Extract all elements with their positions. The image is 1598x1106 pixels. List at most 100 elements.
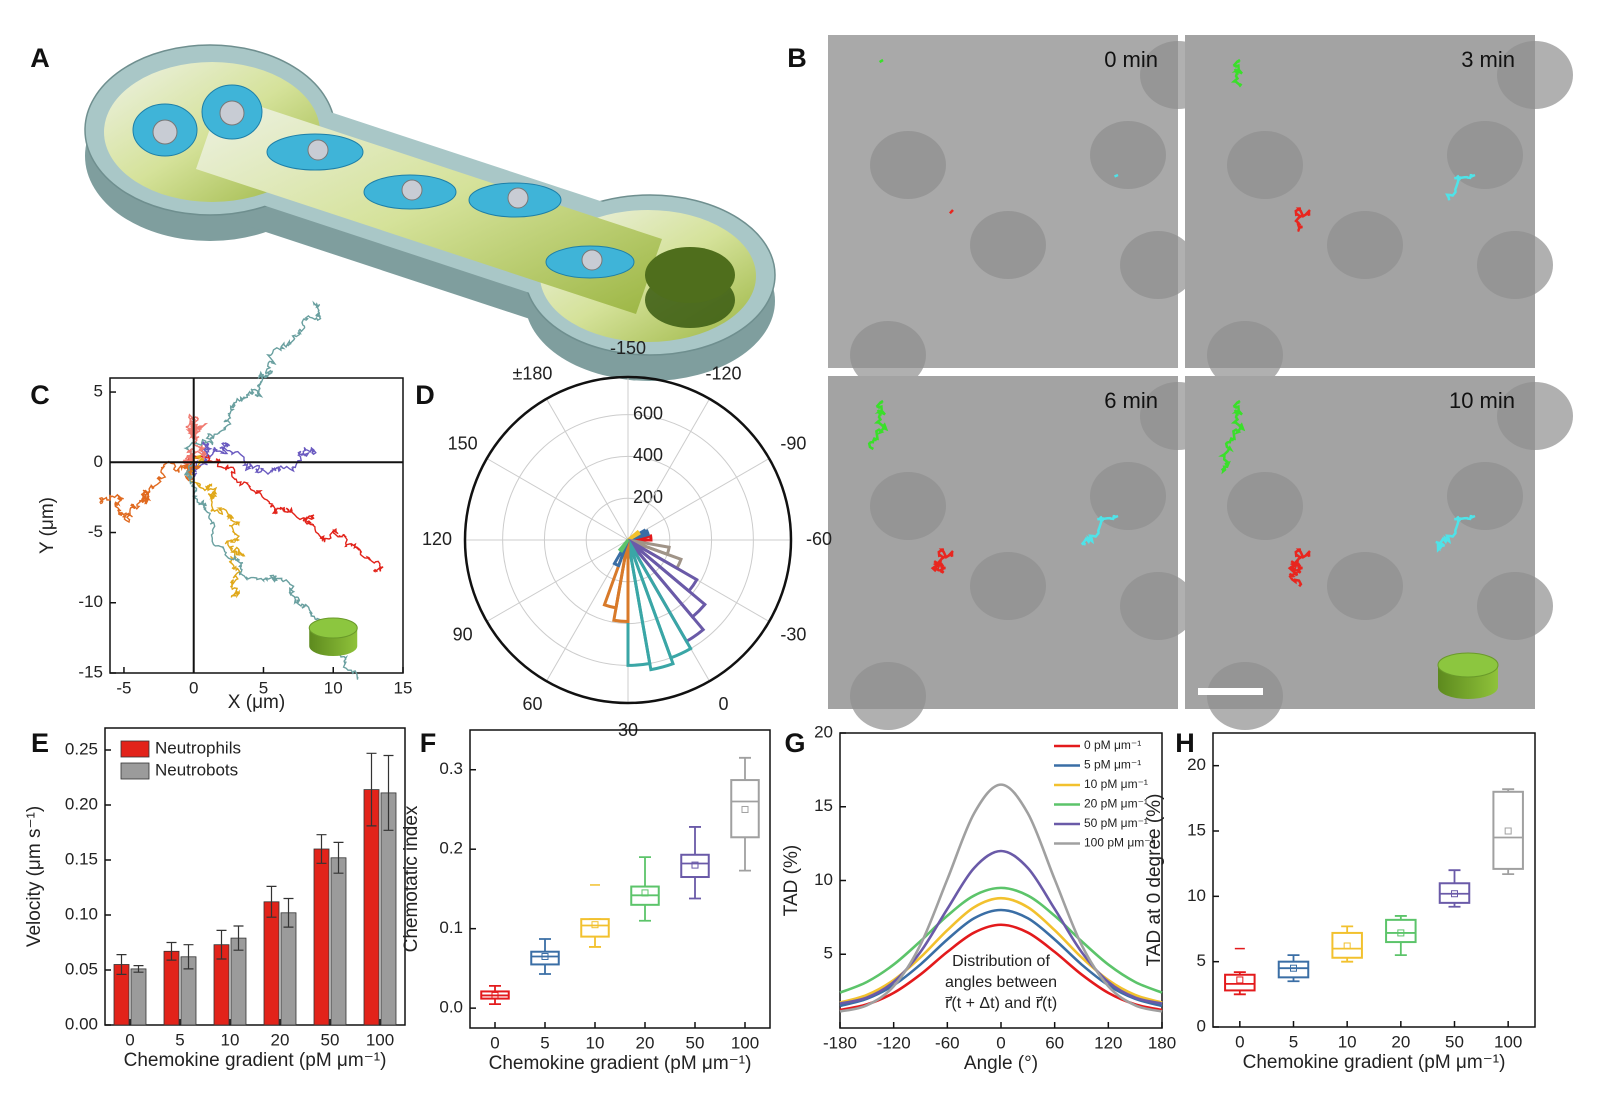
microscopy-panels: 0 min 3 min 6 min 10 min xyxy=(828,35,1573,730)
x-tick-label: 5 xyxy=(540,1033,549,1052)
angle-tick-label: 90 xyxy=(453,624,473,644)
x-axis-label: X (μm) xyxy=(228,692,285,713)
cell-track xyxy=(1218,399,1246,475)
y-tick-label: 0.20 xyxy=(65,794,98,813)
rose-petal xyxy=(612,539,630,568)
rose-petal xyxy=(612,539,630,624)
angle-tick-label: 120 xyxy=(422,529,452,549)
cell-track xyxy=(1114,173,1119,178)
y-tick-label: -10 xyxy=(78,592,103,611)
time-label: 0 min xyxy=(1104,47,1158,72)
box xyxy=(1331,931,1363,959)
cell-track xyxy=(1435,514,1476,553)
cell-track xyxy=(1294,207,1311,233)
panel-letter: F xyxy=(420,728,437,758)
cell-shadow xyxy=(1477,572,1553,640)
mean-marker xyxy=(1236,976,1244,984)
cell-track xyxy=(1287,548,1311,588)
legend-label: 0 pM μm⁻¹ xyxy=(1084,738,1141,752)
track xyxy=(182,413,209,467)
box xyxy=(1492,790,1524,870)
cell-track xyxy=(1445,173,1476,201)
x-tick-label: 0 xyxy=(490,1033,499,1052)
x-tick-label: 0 xyxy=(1235,1032,1244,1051)
x-tick-label: 60 xyxy=(1045,1033,1064,1052)
x-tick-label: 100 xyxy=(366,1030,394,1049)
panel-letter: A xyxy=(30,43,50,73)
x-axis-label: Chemokine gradient (pM μm⁻¹) xyxy=(489,1053,752,1074)
y-axis-label: Chemotatic index xyxy=(401,805,422,952)
error-bar xyxy=(283,897,294,928)
y-axis-label: TAD (%) xyxy=(781,845,802,916)
angular-grid xyxy=(546,398,629,541)
panel-letter: G xyxy=(784,728,805,758)
x-tick-label: -180 xyxy=(823,1033,857,1052)
angular-grid xyxy=(627,458,770,541)
curve xyxy=(839,783,1163,1013)
x-axis-label: Chemokine gradient (pM μm⁻¹) xyxy=(124,1050,387,1071)
y-axis-label: Y (μm) xyxy=(37,497,58,554)
panel-letter: E xyxy=(31,728,49,758)
cell-shadow xyxy=(1207,662,1283,730)
radial-tick-label: 400 xyxy=(633,445,663,465)
bar xyxy=(230,937,247,1026)
time-label: 10 min xyxy=(1449,388,1515,413)
radial-tick-label: 200 xyxy=(633,487,663,507)
track xyxy=(187,454,246,599)
box xyxy=(730,779,760,839)
panel-letter: B xyxy=(787,43,807,73)
cell-shadow xyxy=(1090,462,1166,530)
cell-track xyxy=(930,548,954,574)
micrograph xyxy=(1185,35,1535,368)
x-tick-label: 0 xyxy=(996,1033,1005,1052)
x-tick-label: 50 xyxy=(321,1030,340,1049)
mean-marker xyxy=(541,952,549,960)
cell-shadow xyxy=(1477,231,1553,299)
whisker xyxy=(1341,925,1354,963)
x-tick-label: 10 xyxy=(586,1033,605,1052)
mean-marker xyxy=(1290,964,1297,972)
whisker xyxy=(489,984,501,1006)
error-bar xyxy=(233,925,244,951)
angular-grid xyxy=(627,398,710,541)
rose-petal xyxy=(627,529,651,542)
rose-petal xyxy=(627,529,641,542)
curve xyxy=(839,923,1163,1012)
y-tick-label: 0 xyxy=(94,452,103,471)
y-tick-label: 0.25 xyxy=(65,739,98,758)
cell-shadow xyxy=(1497,382,1573,450)
y-tick-label: 0 xyxy=(1197,1016,1206,1035)
mean-marker xyxy=(1397,929,1405,937)
whisker xyxy=(689,826,701,900)
legend-label: 10 pM μm⁻¹ xyxy=(1084,777,1148,791)
error-bar xyxy=(316,834,327,864)
error-bar xyxy=(133,965,144,973)
y-tick-label: 15 xyxy=(814,796,833,815)
time-label: 6 min xyxy=(1104,388,1158,413)
panel-letter: C xyxy=(30,380,50,410)
cell-shadow xyxy=(970,552,1046,620)
plot-frame xyxy=(469,729,771,1029)
rose-petal xyxy=(617,539,630,553)
box xyxy=(1277,960,1310,979)
rose-petal xyxy=(626,539,675,672)
angle-tick-label: -150 xyxy=(610,338,646,358)
x-tick-label: 15 xyxy=(394,678,413,697)
box xyxy=(530,950,560,966)
cell-shadow xyxy=(1090,121,1166,189)
x-tick-label: 120 xyxy=(1094,1033,1122,1052)
error-bar xyxy=(333,841,344,874)
device-illustration xyxy=(84,44,776,381)
y-tick-label: 0.00 xyxy=(65,1014,98,1033)
scale-bar xyxy=(1198,688,1263,695)
y-tick-label: 5 xyxy=(824,944,833,963)
polar-frame xyxy=(463,375,793,705)
y-tick-label: -5 xyxy=(88,522,103,541)
annotation: angles between xyxy=(945,974,1057,991)
x-tick-label: 5 xyxy=(175,1030,184,1049)
whisker xyxy=(1502,788,1515,876)
mean-marker xyxy=(1343,942,1351,950)
x-tick-label: 10 xyxy=(221,1030,240,1049)
error-bar xyxy=(116,954,127,975)
cell-shadow xyxy=(1120,231,1196,299)
